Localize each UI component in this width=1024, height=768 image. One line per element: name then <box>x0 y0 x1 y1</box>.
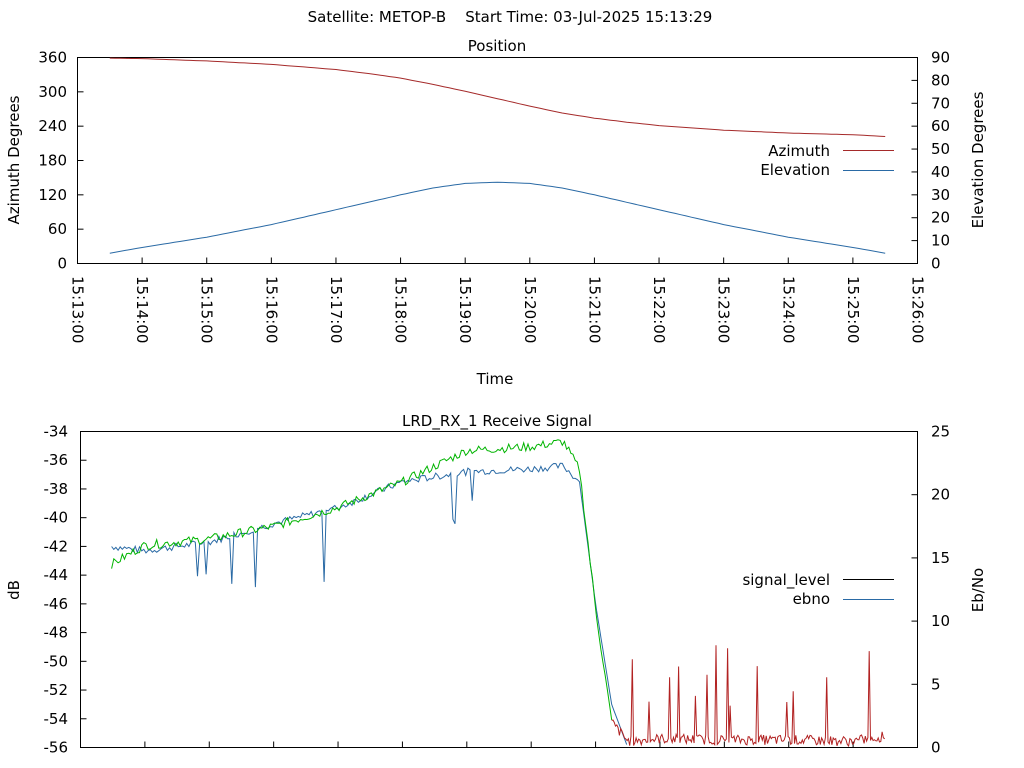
legend-label-azimuth: Azimuth <box>768 142 830 160</box>
position-y2-tick-label: 50 <box>931 140 950 158</box>
position-x-tick-label: 15:22:00 <box>650 276 668 343</box>
position-y-tick-label: 240 <box>38 117 67 135</box>
receive-y2-tick-label: 25 <box>931 423 950 441</box>
position-y-tick-label: 360 <box>38 49 67 67</box>
position-x-tick-label: 15:17:00 <box>327 276 345 343</box>
position-y2-tick-label: 90 <box>931 49 950 67</box>
receive-y-tick-label: -36 <box>44 451 69 469</box>
figure-title: Satellite: METOP-B Start Time: 03-Jul-20… <box>308 8 713 26</box>
receive-y-tick-label: -42 <box>44 537 69 555</box>
position-x-tick-label: 15:25:00 <box>844 276 862 343</box>
position-x-tick-label: 15:13:00 <box>69 276 87 343</box>
position-y2-tick-label: 40 <box>931 163 950 181</box>
position-y2-tick-label: 60 <box>931 117 950 135</box>
receive-y-tick-label: -50 <box>44 652 69 670</box>
receive-y2-tick-label: 10 <box>931 612 950 630</box>
legend-label-ebno: ebno <box>793 590 830 608</box>
receive-plot-frame <box>80 431 918 748</box>
receive-y-tick-label: -48 <box>44 624 69 642</box>
position-y-tick-label: 0 <box>57 255 67 273</box>
receive-y2-axis-label: Eb/No <box>969 568 987 612</box>
receive-y-tick-label: -40 <box>44 509 69 527</box>
position-x-tick-label: 15:14:00 <box>133 276 151 343</box>
position-y2-tick-label: 80 <box>931 71 950 89</box>
position-x-tick-label: 15:23:00 <box>715 276 733 343</box>
legend-label-signal-level: signal_level <box>742 571 830 590</box>
receive-y-tick-label: -34 <box>44 423 69 441</box>
receive-y2-tick-label: 20 <box>931 486 950 504</box>
ebno-line-noise <box>611 645 886 748</box>
receive-signal-chart: LRD_RX_1 Receive Signal -34 -36 -38 -40 -42 -… <box>5 412 987 757</box>
azimuth-line <box>109 57 886 137</box>
position-y2-tick-label: 30 <box>931 186 950 204</box>
receive-y-tick-label: -44 <box>44 566 69 584</box>
position-x-tick-label: 15:26:00 <box>909 276 927 343</box>
receive-y-axis-label: dB <box>5 580 23 600</box>
position-y2-tick-label: 0 <box>931 255 941 273</box>
position-x-tick-label: 15:21:00 <box>585 276 603 343</box>
position-x-tick-label: 15:18:00 <box>392 276 410 343</box>
receive-y-tick-label: -54 <box>44 710 69 728</box>
position-x-axis-label: Time <box>476 370 514 388</box>
legend-label-elevation: Elevation <box>760 161 830 179</box>
position-y-tick-label: 180 <box>38 152 67 170</box>
receive-y-tick-label: -52 <box>44 681 69 699</box>
position-x-tick-label: 15:24:00 <box>779 276 797 343</box>
position-y-tick-label: 300 <box>38 83 67 101</box>
receive-y2-tick-label: 0 <box>931 739 941 757</box>
receive-y2-tick-label: 15 <box>931 549 950 567</box>
position-y2-axis-label: Elevation Degrees <box>969 91 987 228</box>
position-legend: Azimuth Elevation <box>760 142 894 179</box>
receive-legend: signal_level ebno <box>742 571 894 608</box>
position-x-tick-label: 15:15:00 <box>198 276 216 343</box>
receive-chart-title: LRD_RX_1 Receive Signal <box>402 412 592 431</box>
position-y-tick-label: 60 <box>48 220 67 238</box>
position-y-tick-label: 120 <box>38 186 67 204</box>
elevation-line <box>109 181 886 254</box>
position-chart-title: Position <box>468 37 526 55</box>
position-x-tick-label: 15:20:00 <box>521 276 539 343</box>
position-y-axis-label: Azimuth Degrees <box>5 95 23 224</box>
receive-y-tick-label: -46 <box>44 595 69 613</box>
signal-level-line <box>111 462 628 745</box>
position-x-tick-label: 15:16:00 <box>262 276 280 343</box>
ebno-line-locked <box>111 439 613 721</box>
position-y2-tick-label: 10 <box>931 232 950 250</box>
receive-y2-tick-label: 5 <box>931 675 941 693</box>
position-chart: Position 0 60 120 180 240 300 360 0 10 20 30 40 50 60… <box>5 37 987 388</box>
receive-y-tick-label: -56 <box>44 739 69 757</box>
position-y2-tick-label: 70 <box>931 94 950 112</box>
position-x-tick-label: 15:19:00 <box>456 276 474 343</box>
receive-y-tick-label: -38 <box>44 480 69 498</box>
position-y2-tick-label: 20 <box>931 209 950 227</box>
